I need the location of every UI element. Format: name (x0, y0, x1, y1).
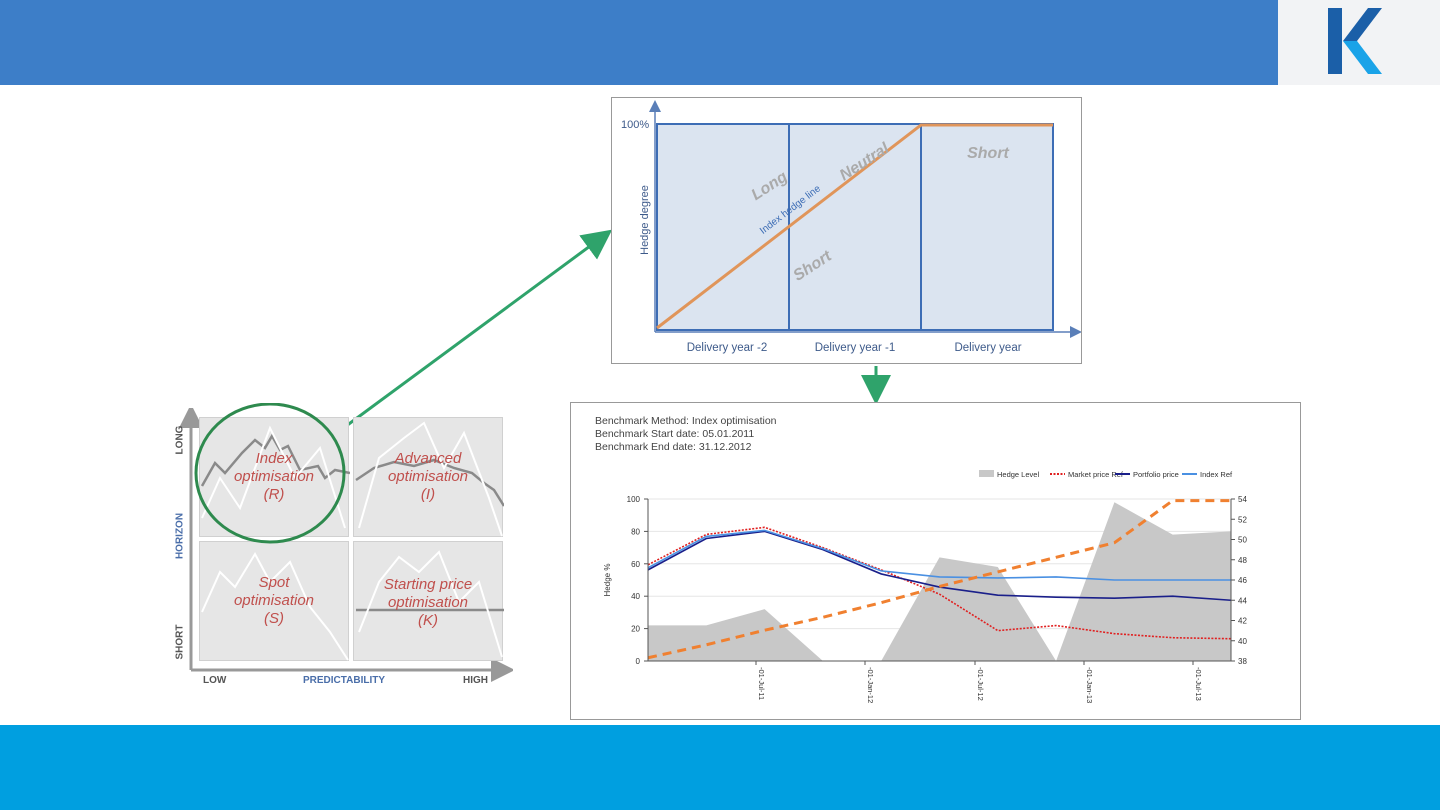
x-tick-label: -01-Jul-11 (757, 667, 766, 700)
footer-bar (0, 725, 1440, 810)
zone-delivery-year (920, 123, 1054, 331)
y2-tick-label: 42 (1238, 617, 1247, 626)
y2-tick-label: 50 (1238, 536, 1247, 545)
y-tick-label: 100 (627, 495, 641, 504)
cell-label-line1: Spot (258, 574, 290, 591)
logo-stroke-left (1328, 8, 1342, 74)
y-tick-label: 0 (636, 657, 641, 666)
benchmark-method: Benchmark Method: Index optimisation (595, 415, 777, 427)
cell-label-line2: optimisation (233, 592, 315, 609)
matrix-axes (179, 408, 513, 682)
legend-label: Market price Ref (1068, 470, 1124, 479)
hedge-x-label-1: Delivery year -2 (687, 342, 768, 354)
series-line-portfolio-price (647, 530, 1232, 602)
cell-curve (201, 551, 349, 661)
annotation-short-right: Short (967, 145, 1009, 162)
hedge-degree-diagram: 100% Hedge degree Delivery year -2 Deliv… (611, 97, 1082, 364)
legend-label: Portfolio price (1133, 470, 1179, 479)
header-bar (0, 0, 1278, 85)
x-tick-label: -01-Jan-12 (866, 667, 875, 703)
cell-label-line3: (K) (418, 612, 438, 629)
cell-advanced-optimisation: Advanced optimisation (I) (353, 417, 504, 537)
y2-tick-label: 40 (1238, 637, 1247, 646)
legend-label: Hedge Level (997, 470, 1039, 479)
highlight-circle (194, 403, 346, 544)
strategy-matrix: Index optimisation (R) Advanced optimisa… (163, 403, 513, 693)
hedge-x-label-2: Delivery year -1 (815, 342, 896, 354)
hedge-x-label-3: Delivery year (954, 342, 1021, 354)
arrow-to-hedge-diagram (337, 229, 613, 434)
cell-curve (200, 425, 350, 529)
y-tick-label: 80 (631, 527, 640, 536)
bench-y-label: Hedge % (603, 564, 612, 597)
series-line-index-ref (647, 529, 1231, 581)
y-tick-label: 60 (631, 560, 640, 569)
hedge-y-label: Hedge degree (639, 185, 651, 255)
matrix-x-right-label: HIGH (463, 675, 488, 686)
y2-tick-label: 52 (1238, 515, 1247, 524)
logo-chevron-lower (1343, 41, 1382, 74)
benchmark-start-date: Benchmark Start date: 05.01.2011 (595, 428, 755, 440)
matrix-x-title: PREDICTABILITY (303, 675, 386, 686)
y2-tick-label: 46 (1238, 576, 1247, 585)
matrix-x-left-label: LOW (203, 675, 227, 686)
x-tick-label: -01-Jul-13 (1194, 667, 1203, 701)
benchmark-panel: Benchmark Method: Index optimisation Ben… (570, 402, 1301, 720)
legend-swatch-hedge-level (979, 470, 994, 477)
x-tick-label: -01-Jan-13 (1085, 667, 1094, 703)
label-short: SHORT (174, 624, 186, 660)
cell-starting-price-optimisation: Starting price optimisation (K) (353, 541, 504, 661)
cell-label-line3: (S) (264, 610, 284, 627)
hedge-degree-svg: 100% Hedge degree Delivery year -2 Deliv… (621, 100, 1082, 354)
index-hedge-line (656, 123, 1053, 330)
matrix-y-title: HORIZON (168, 512, 192, 560)
cell-label-line2: optimisation (387, 468, 469, 485)
logo-chevron-upper (1343, 8, 1382, 41)
y2-tick-label: 44 (1238, 596, 1247, 605)
cell-index-optimisation: Index optimisation (R) (199, 417, 350, 537)
y2-tick-label: 38 (1238, 657, 1247, 666)
zone-delivery-year-minus-1 (788, 123, 922, 331)
matrix-y-top-label: LONG (168, 420, 192, 460)
benchmark-chart: 0 20 40 60 80 100 38 40 42 44 46 48 50 52 54 -01-Jul-11… (603, 470, 1247, 703)
cell-label-line2: optimisation (233, 468, 315, 485)
cell-label-line1: Index (255, 450, 293, 467)
cell-label-line3: (R) (263, 486, 285, 503)
y2-tick-label: 54 (1238, 495, 1247, 504)
cell-curve (355, 421, 504, 537)
logo-box (1278, 0, 1440, 85)
y2-tick-label: 48 (1238, 556, 1247, 565)
cell-curve (356, 550, 504, 658)
matrix-y-bottom-label: SHORT (168, 620, 192, 664)
benchmark-end-date: Benchmark End date: 31.12.2012 (595, 441, 752, 453)
company-logo (1328, 8, 1382, 74)
cell-label-line3: (I) (420, 486, 436, 503)
y-tick-label: 20 (631, 625, 640, 634)
label-long: LONG (174, 425, 186, 455)
series-area-hedge-level (648, 502, 1231, 661)
cell-label-line1: Advanced (394, 450, 462, 467)
series-line-market-price-ref (647, 526, 1232, 640)
cell-spot-optimisation: Spot optimisation (S) (199, 541, 349, 661)
y-tick-label: 40 (631, 592, 640, 601)
hedge-y-max-label: 100% (621, 119, 649, 131)
label-horizon: HORIZON (174, 512, 186, 560)
legend-label: Index Ref (1200, 470, 1233, 479)
cell-label-line2: optimisation (387, 594, 469, 611)
series-line-target-hedge (647, 499, 1231, 660)
cell-label-line1: Starting price (383, 576, 473, 593)
x-tick-label: -01-Jul-12 (976, 667, 985, 701)
